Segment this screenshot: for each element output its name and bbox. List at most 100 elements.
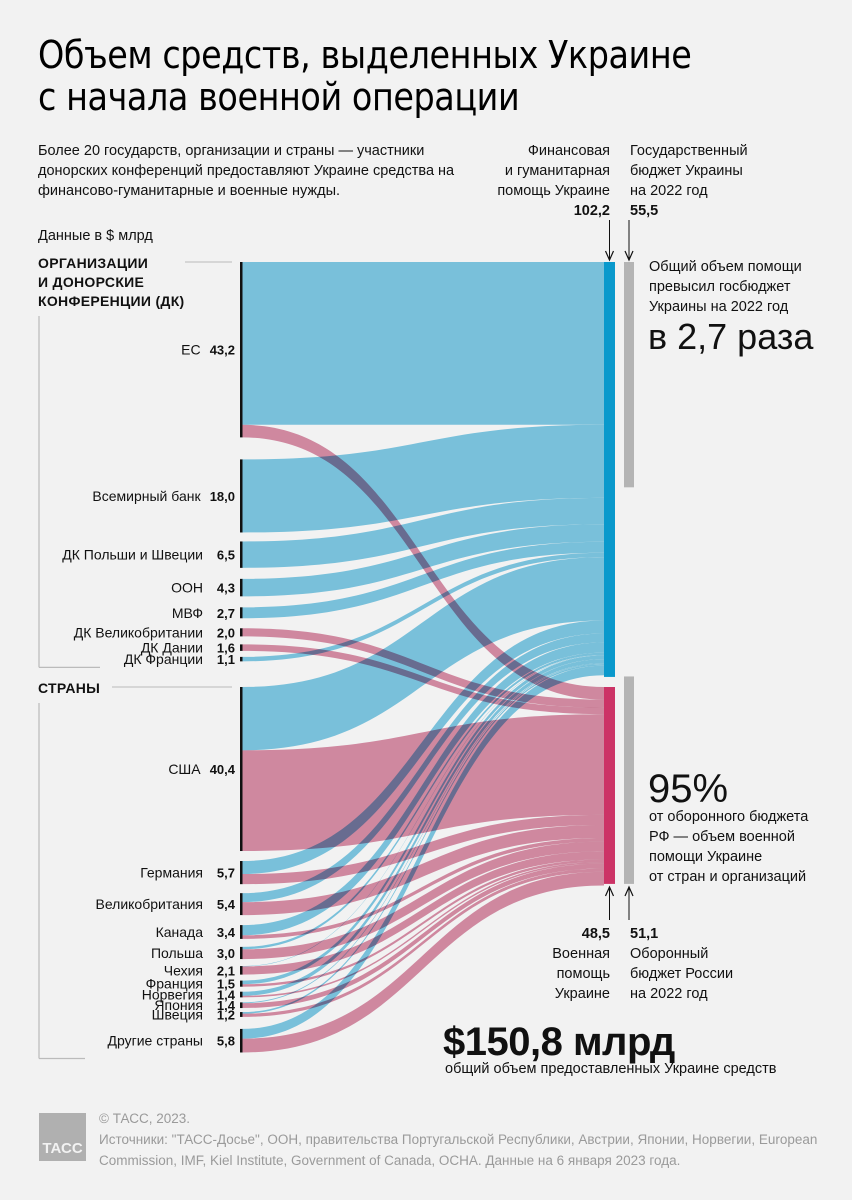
financial-target-bar [604,262,615,677]
group-header: И ДОНОРСКИЕ [38,274,144,290]
source-value: 3,0 [217,946,235,961]
sources-text: Источники: "ТАСС-Досье", ООН, правительс… [99,1132,818,1168]
military-target-bar [604,687,615,884]
russia-defense-bar [624,676,634,884]
source-name: Франция [146,976,203,992]
source-node [240,925,243,939]
military-flow [242,841,604,960]
military-flow [242,861,604,998]
source-name: Другие страны [108,1033,204,1049]
title-line-2: с начала военной операции [38,75,520,119]
source-value: 6,5 [217,548,235,563]
source-name: США [168,761,201,777]
source-node [240,656,243,662]
source-name: Всемирный банк [92,488,201,504]
arrow-down-icon [604,250,615,262]
source-value: 1,4 [217,998,236,1013]
source-node [240,459,243,533]
source-value: 1,5 [217,977,235,992]
defense-note: от оборонного бюджета РФ — объем военной… [649,807,849,887]
footer: © ТАСС, 2023. Источники: "ТАСС-Досье", О… [99,1108,819,1171]
title-line-1: Объем средств, выделенных Украине [38,33,692,77]
source-node [240,893,243,916]
source-node [240,861,243,885]
military-flow [242,871,604,1053]
budget-note-line: Общий объем помощи [649,259,802,275]
russia-defense-value: 51,1 [630,926,659,942]
source-node [240,687,243,852]
budget-note-line: превысил госбюджет [649,279,791,295]
source-value: 1,4 [217,988,236,1003]
source-node [240,980,243,987]
military-label-line: помощь [556,966,610,982]
source-name: ЕС [181,342,200,358]
flows-layer [242,262,604,1053]
source-name: ДК Польши и Швеции [62,547,203,563]
financial-flow [242,663,604,1014]
source-value: 18,0 [210,489,235,504]
russia-label-line: бюджет России [630,966,734,982]
page-title: Объем средств, выделенных Украине с нача… [38,34,742,118]
group-header: СТРАНЫ [38,680,100,696]
defense-note-line: от стран и организаций [649,869,807,885]
source-node [240,541,243,568]
source-node [240,991,243,998]
source-name: ДК Дании [141,640,203,656]
source-value: 5,8 [217,1034,235,1049]
source-name: Германия [140,865,203,881]
military-flow [242,863,604,1009]
financial-flow [242,424,604,533]
source-value: 1,1 [217,652,235,667]
intro-text: Более 20 государств, организации и стран… [38,143,455,199]
budget-ratio: в 2,7 раза [648,316,814,357]
military-flow [242,851,604,975]
source-node [240,966,243,975]
source-node [240,628,243,637]
russia-defense-label: 51,1 Оборонный бюджет России на 2022 год [630,924,810,1004]
source-node [240,1002,243,1009]
total-amount: $150,8 млрд [443,1020,675,1064]
budget-label-line: бюджет Украины [630,163,743,179]
source-name: Норвегия [142,987,203,1003]
financial-total-value: 102,2 [573,203,610,219]
source-node [240,1012,243,1017]
ukraine-budget-value: 55,5 [630,203,659,219]
source-node [240,946,243,960]
source-name: Швеция [152,1006,203,1022]
source-name: Великобритания [95,896,203,912]
source-node [240,644,243,651]
arrow-up-icon [604,885,615,897]
source-node [240,262,243,438]
nodes-layer [240,262,634,1053]
financial-flow [242,663,604,1004]
financial-label-line: помощь Украине [497,183,610,199]
source-name: ДК Великобритании [74,624,203,640]
military-target-label: 48,5 Военная помощь Украине [490,924,610,1004]
financial-label-line: Финансовая [527,143,610,159]
military-label-line: Украине [554,986,610,1002]
source-node [240,578,243,597]
source-value: 43,2 [210,343,235,358]
source-value: 2,1 [217,963,235,978]
budget-label-line: на 2022 год [630,183,708,199]
financial-flow [242,552,604,662]
russia-label-line: на 2022 год [630,986,708,1002]
source-value: 4,3 [217,581,235,596]
financial-flow [242,262,604,425]
arrow-down-icon [624,250,634,262]
source-value: 40,4 [210,762,236,777]
source-value: 5,7 [217,866,235,881]
ukraine-budget-label: Государственный бюджет Украины на 2022 г… [630,141,810,221]
military-flow [242,628,604,708]
budget-comparison-note: Общий объем помощи превысил госбюджет Ук… [649,257,849,317]
source-name: Канада [156,924,204,940]
russia-label-line: Оборонный [630,946,709,962]
defense-percent: 95% [648,767,729,811]
source-name: МВФ [172,605,203,621]
copyright: © ТАСС, 2023. [99,1111,190,1126]
defense-note-line: от оборонного бюджета [649,809,809,825]
financial-target-label: Финансовая и гуманитарная помощь Украине… [488,141,610,221]
defense-note-line: помощи Украине [649,849,763,865]
military-total-value: 48,5 [581,926,610,942]
